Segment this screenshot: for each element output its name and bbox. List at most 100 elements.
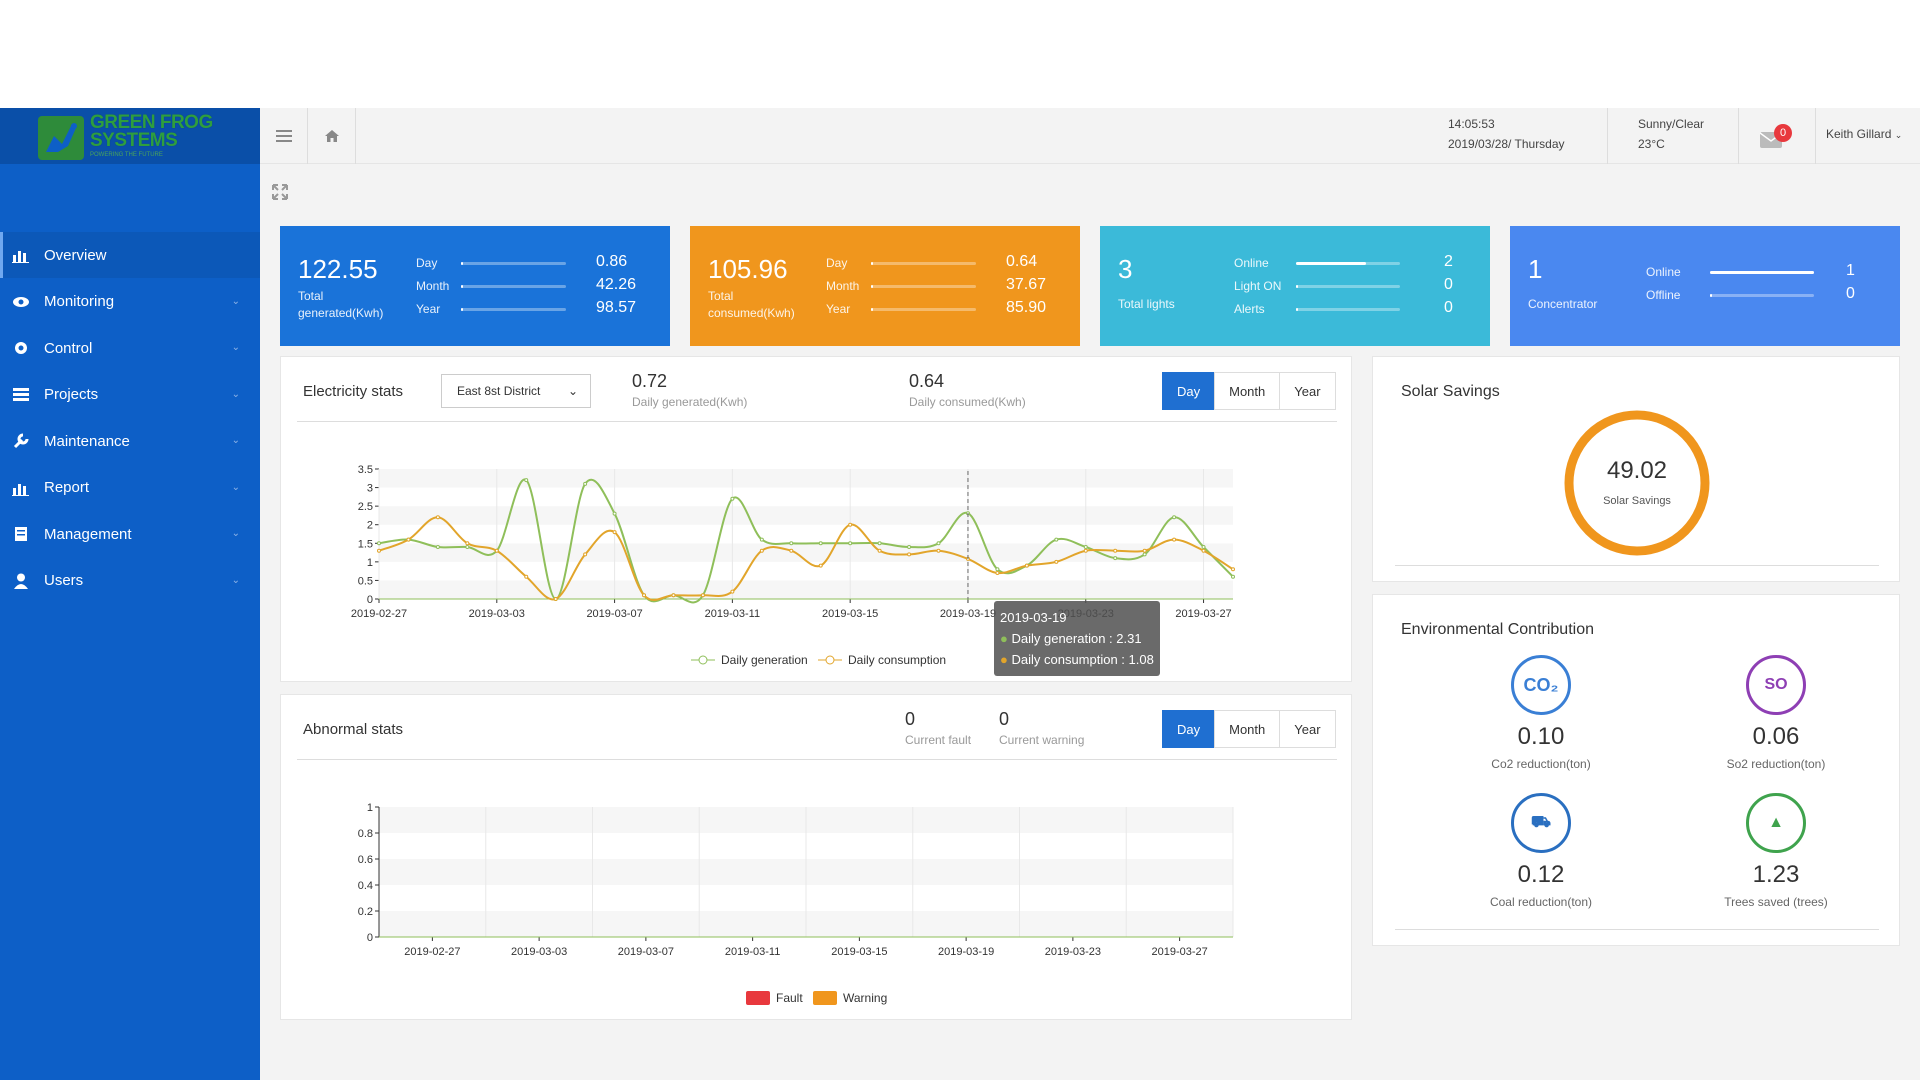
x-tick-label: 2019-03-03 bbox=[469, 608, 525, 620]
sidebar-item-projects[interactable]: Projects ⌄ bbox=[0, 372, 260, 418]
tab-day[interactable]: Day bbox=[1162, 372, 1216, 410]
data-point bbox=[1054, 537, 1059, 542]
chevron-down-icon: ⌄ bbox=[231, 388, 240, 400]
data-point bbox=[465, 541, 470, 546]
legend-consumption[interactable]: Daily consumption bbox=[818, 653, 946, 667]
data-point bbox=[789, 541, 794, 546]
co2-icon: CO₂ bbox=[1511, 655, 1571, 715]
grid-band bbox=[379, 580, 1233, 599]
data-point bbox=[1142, 548, 1147, 553]
data-point bbox=[1201, 548, 1206, 553]
sidebar-item-control[interactable]: Control ⌄ bbox=[0, 325, 260, 371]
generated-caption: Total generated(Kwh) bbox=[298, 289, 384, 320]
data-point bbox=[700, 593, 705, 598]
chevron-down-icon: ⌄ bbox=[231, 435, 240, 446]
district-value: East 8st District bbox=[457, 384, 541, 398]
daily-generated-caption: Daily generated(Kwh) bbox=[632, 395, 748, 409]
user-menu[interactable]: Keith Gillard ⌄ bbox=[1826, 124, 1902, 145]
data-point bbox=[1201, 545, 1206, 549]
generated-progress-bar bbox=[461, 262, 566, 265]
sidebar: GREEN FROG SYSTEMS POWERING THE FUTURE O… bbox=[0, 108, 260, 1080]
district-select[interactable]: East 8st District ⌄ bbox=[441, 374, 591, 408]
current-warning-value: 0 bbox=[999, 709, 1010, 729]
data-point bbox=[730, 589, 735, 594]
y-tick-label: 3.5 bbox=[358, 464, 373, 476]
generated-card[interactable]: 122.55 Total generated(Kwh) Day 0.86 Month 4… bbox=[280, 226, 670, 346]
x-tick-label: 2019-03-27 bbox=[1151, 946, 1207, 958]
data-point bbox=[1172, 537, 1177, 542]
data-point bbox=[818, 541, 823, 546]
sidebar-item-label: Overview bbox=[44, 246, 107, 264]
data-point bbox=[1054, 559, 1059, 564]
lights-progress-bar bbox=[1296, 285, 1400, 288]
lights-card[interactable]: 3 Total lights Online 2 Light ON 0 Alerts 0 bbox=[1100, 226, 1490, 346]
user-name: Keith Gillard bbox=[1826, 127, 1892, 141]
sidebar-item-users[interactable]: Users ⌄ bbox=[0, 558, 260, 604]
x-tick-label: 2019-03-07 bbox=[586, 608, 642, 620]
solar-value: 49.02 bbox=[1606, 457, 1668, 484]
sidebar-item-overview[interactable]: Overview bbox=[0, 232, 260, 278]
data-point bbox=[1142, 552, 1147, 557]
concentrator-row-offline: Offline 0 bbox=[1646, 285, 1855, 302]
legend-fault[interactable]: Fault bbox=[746, 991, 803, 1005]
sidebar-item-maintenance[interactable]: Maintenance ⌄ bbox=[0, 418, 260, 464]
grid-band bbox=[379, 487, 1233, 507]
y-tick-label: 1.5 bbox=[358, 538, 373, 550]
mail-button[interactable]: 0 bbox=[1760, 124, 1794, 150]
abnormal-period-tabs: Day Month Year bbox=[1162, 710, 1336, 748]
tab-month[interactable]: Month bbox=[1214, 372, 1281, 410]
sidebar-item-monitoring[interactable]: Monitoring ⌄ bbox=[0, 279, 260, 325]
x-tick-label: 2019-03-15 bbox=[831, 946, 887, 958]
legend-generation[interactable]: Daily generation bbox=[691, 653, 808, 667]
tab-month[interactable]: Month bbox=[1214, 710, 1281, 748]
generated-row-value: 42.26 bbox=[596, 276, 637, 293]
data-point bbox=[789, 548, 794, 553]
env-caption: Coal reduction(ton) bbox=[1489, 895, 1593, 909]
clock-date: 2019/03/28/ Thursday bbox=[1448, 137, 1565, 151]
environment-title: Environmental Contribution bbox=[1401, 621, 1594, 638]
data-point bbox=[612, 530, 617, 535]
x-tick-label: 2019-03-03 bbox=[511, 946, 567, 958]
data-point bbox=[612, 511, 617, 516]
sub-bar bbox=[260, 164, 1920, 220]
solar-title: Solar Savings bbox=[1401, 383, 1500, 400]
menu-toggle-button[interactable] bbox=[260, 108, 308, 164]
generated-total: 122.55 bbox=[298, 254, 378, 284]
tab-year[interactable]: Year bbox=[1279, 710, 1336, 748]
eye-icon bbox=[12, 293, 30, 311]
x-tick-label: 2019-03-19 bbox=[938, 946, 994, 958]
home-icon bbox=[324, 130, 339, 142]
brand-logo[interactable]: GREEN FROG SYSTEMS POWERING THE FUTURE bbox=[0, 108, 260, 164]
legend-warning[interactable]: Warning bbox=[813, 991, 887, 1005]
sidebar-item-management[interactable]: Management ⌄ bbox=[0, 511, 260, 557]
brand-name: GREEN FROG SYSTEMS bbox=[90, 112, 213, 151]
sidebar-item-label: Monitoring bbox=[44, 293, 115, 310]
weather-status: Sunny/Clear bbox=[1638, 117, 1705, 131]
consumed-caption: Total consumed(Kwh) bbox=[708, 289, 795, 320]
data-point bbox=[877, 548, 882, 553]
tab-year[interactable]: Year bbox=[1279, 372, 1336, 410]
env-value: 1.23 bbox=[1752, 861, 1800, 888]
data-point bbox=[553, 597, 558, 601]
env-caption: Trees saved (trees) bbox=[1724, 895, 1828, 909]
environment-panel: Environmental Contribution CO₂ 0.10 Co2 re… bbox=[1372, 594, 1900, 946]
abnormal-chart: 0 0.2 0.4 0.6 0.8 1 2019-02-27 2019-03-03 2019-0… bbox=[358, 802, 1234, 958]
fullscreen-button[interactable] bbox=[272, 184, 288, 205]
concentrator-total: 1 bbox=[1528, 254, 1543, 284]
y-tick-label: 1 bbox=[367, 557, 373, 569]
sidebar-item-label: Report bbox=[44, 479, 90, 496]
data-point bbox=[1083, 548, 1088, 553]
concentrator-card[interactable]: 1 Concentrator Online 1 Offline 0 bbox=[1510, 226, 1900, 346]
data-point bbox=[995, 567, 1000, 572]
grid-band bbox=[379, 561, 1233, 581]
generated-row-value: 0.86 bbox=[596, 253, 628, 270]
sidebar-item-label: Projects bbox=[44, 386, 99, 403]
y-tick-label: 1 bbox=[367, 802, 373, 814]
gear-icon bbox=[12, 339, 30, 357]
tab-day[interactable]: Day bbox=[1162, 710, 1216, 748]
data-point bbox=[524, 574, 529, 579]
list-icon bbox=[12, 386, 30, 404]
consumed-card[interactable]: 105.96 Total consumed(Kwh) Day 0.64 Month 37… bbox=[690, 226, 1080, 346]
home-button[interactable] bbox=[308, 108, 356, 164]
sidebar-item-report[interactable]: Report ⌄ bbox=[0, 465, 260, 511]
